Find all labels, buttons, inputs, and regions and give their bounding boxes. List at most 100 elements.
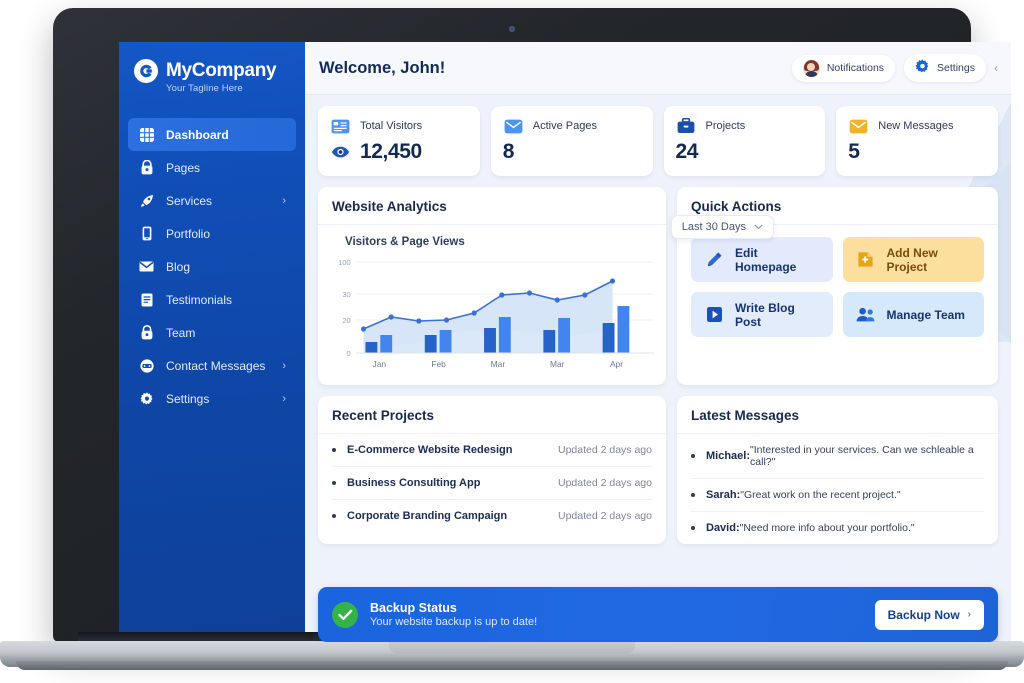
project-name: E-Commerce Website Redesign (347, 444, 513, 456)
sidebar-item-blog[interactable]: Blog (128, 250, 296, 283)
svg-text:30: 30 (342, 290, 350, 299)
backup-now-label: Backup Now (887, 607, 960, 622)
quick-action-label: Manage Team (886, 307, 965, 322)
recent-projects-title: Recent Projects (318, 396, 666, 434)
backup-now-button[interactable]: Backup Now › (874, 599, 984, 630)
chevron-right-icon: › (967, 609, 971, 620)
sidebar-item-pages[interactable]: Pages (128, 151, 296, 184)
projects-messages-row: Recent Projects E-Commerce Website Redes… (318, 396, 998, 544)
sidebar-item-label: Blog (166, 259, 191, 274)
sidebar-item-label: Pages (166, 160, 201, 175)
envelope-icon (848, 117, 869, 135)
settings-button[interactable]: Settings (904, 54, 986, 82)
stat-value: 24 (675, 140, 699, 163)
project-updated: Updated 2 days ago (558, 510, 652, 522)
latest-messages-list: Michael: "Interested in your services. C… (677, 434, 998, 544)
manage-team-button[interactable]: Manage Team (842, 292, 984, 337)
chart-bars (365, 306, 630, 353)
rocket-icon (138, 194, 155, 208)
svg-text:100: 100 (338, 258, 350, 267)
sidebar-item-portfolio[interactable]: Portfolio (128, 217, 296, 250)
project-updated: Updated 2 days ago (558, 477, 652, 489)
website-analytics-panel: Website Analytics Last 30 Days Visitors … (318, 187, 774, 385)
brand: MyCompany Your Tagline Here (119, 42, 305, 111)
stat-title: Projects (705, 120, 746, 132)
latest-messages-title: Latest Messages (677, 396, 998, 434)
svg-text:Mar: Mar (550, 359, 565, 369)
analytics-chart: 100 30 20 0 (318, 248, 666, 372)
sidebar-item-label: Team (166, 325, 196, 340)
analytics-panel-title: Website Analytics (318, 187, 666, 225)
collapse-sidebar-icon[interactable]: ‹ (994, 61, 998, 75)
stat-value: 8 (502, 140, 515, 163)
stat-card-total-visitors[interactable]: Total Visitors 12,450 (318, 106, 480, 176)
c-logo-icon (134, 59, 158, 83)
laptop-foot (16, 661, 1008, 670)
list-item[interactable]: Michael: "Interested in your services. C… (691, 434, 984, 479)
notifications-button[interactable]: Notifications (791, 54, 896, 82)
sidebar-item-team[interactable]: Team (128, 316, 296, 349)
chart-points (360, 278, 616, 332)
date-range-select[interactable]: Last 30 Days (670, 215, 774, 239)
sidebar-item-settings[interactable]: Settings › (128, 382, 296, 415)
main-content: Welcome, John! Notifications Settings ‹ (305, 42, 1011, 642)
project-name: Business Consulting App (347, 477, 481, 489)
project-updated: Updated 2 days ago (558, 444, 652, 456)
message-sender: Michael: (706, 450, 751, 462)
stat-card-row: Total Visitors 12,450 (318, 106, 998, 176)
message-sender: David: (706, 522, 740, 534)
svg-text:Feb: Feb (431, 359, 446, 369)
sidebar-item-testimonials[interactable]: Testimonials (128, 283, 296, 316)
topbar: Welcome, John! Notifications Settings ‹ (305, 42, 1011, 95)
lock-icon (138, 160, 155, 175)
edit-homepage-button[interactable]: Edit Homepage (691, 237, 833, 282)
chevron-down-icon (754, 222, 763, 232)
chevron-right-icon: › (282, 194, 286, 207)
list-item[interactable]: Sarah: "Great work on the recent project… (691, 479, 984, 512)
sidebar-item-label: Services (166, 193, 213, 208)
list-item[interactable]: E-Commerce Website Redesign Updated 2 da… (332, 434, 652, 467)
list-item[interactable]: Corporate Branding Campaign Updated 2 da… (332, 500, 652, 532)
sidebar-nav: Dashboard Pages Servic (119, 118, 305, 415)
quick-action-label: Add New Project (886, 245, 938, 274)
laptop-base-lip (389, 641, 635, 654)
bullet-icon (332, 481, 336, 485)
sidebar-item-contact-messages[interactable]: Contact Messages › (128, 349, 296, 382)
quick-action-label: Edit Homepage (735, 245, 797, 274)
project-name: Corporate Branding Campaign (347, 510, 508, 522)
message-text: "Need more info about your portfolio." (739, 522, 915, 534)
sidebar-item-label: Contact Messages (166, 358, 266, 373)
list-item[interactable]: David: "Need more info about your portfo… (691, 512, 984, 544)
message-text: "Interested in your services. Can we sch… (750, 444, 974, 468)
list-item[interactable]: Business Consulting App Updated 2 days a… (332, 467, 652, 500)
sidebar-item-label: Dashboard (166, 127, 229, 142)
quick-action-label: Write Blog Post (735, 300, 795, 329)
backup-subtitle: Your website backup is up to date! (370, 616, 538, 628)
latest-messages-panel: Latest Messages Michael: "Interested in … (677, 396, 998, 544)
svg-text:Jan: Jan (373, 359, 387, 369)
bullet-icon (332, 514, 336, 518)
play-square-icon (704, 306, 724, 323)
stat-title: Total Visitors (360, 120, 423, 132)
chart-title: Visitors & Page Views (345, 236, 465, 248)
briefcase-icon (676, 117, 697, 135)
stat-card-new-messages[interactable]: New Messages 5 (836, 106, 998, 176)
webcam-icon (509, 26, 515, 32)
svg-text:20: 20 (342, 316, 350, 325)
write-blog-post-button[interactable]: Write Blog Post (691, 292, 833, 337)
stat-card-projects[interactable]: Projects 24 (663, 106, 826, 176)
sidebar-item-services[interactable]: Services › (128, 184, 296, 217)
mobile-icon (138, 226, 155, 241)
eye-icon (330, 146, 351, 158)
stat-title: Active Pages (532, 120, 597, 132)
settings-label: Settings (937, 62, 975, 74)
dashboard-content: Total Visitors 12,450 (305, 95, 1011, 576)
envelope-icon (138, 261, 155, 272)
stat-card-active-pages[interactable]: Active Pages 8 (490, 106, 653, 176)
add-new-project-button[interactable]: Add New Project (842, 237, 984, 282)
message-text: "Great work on the recent project." (740, 489, 901, 501)
lock-user-icon (138, 325, 155, 340)
sidebar-item-dashboard[interactable]: Dashboard (128, 118, 296, 151)
brand-name: MyCompany (166, 60, 277, 81)
chevron-right-icon: › (282, 392, 286, 405)
